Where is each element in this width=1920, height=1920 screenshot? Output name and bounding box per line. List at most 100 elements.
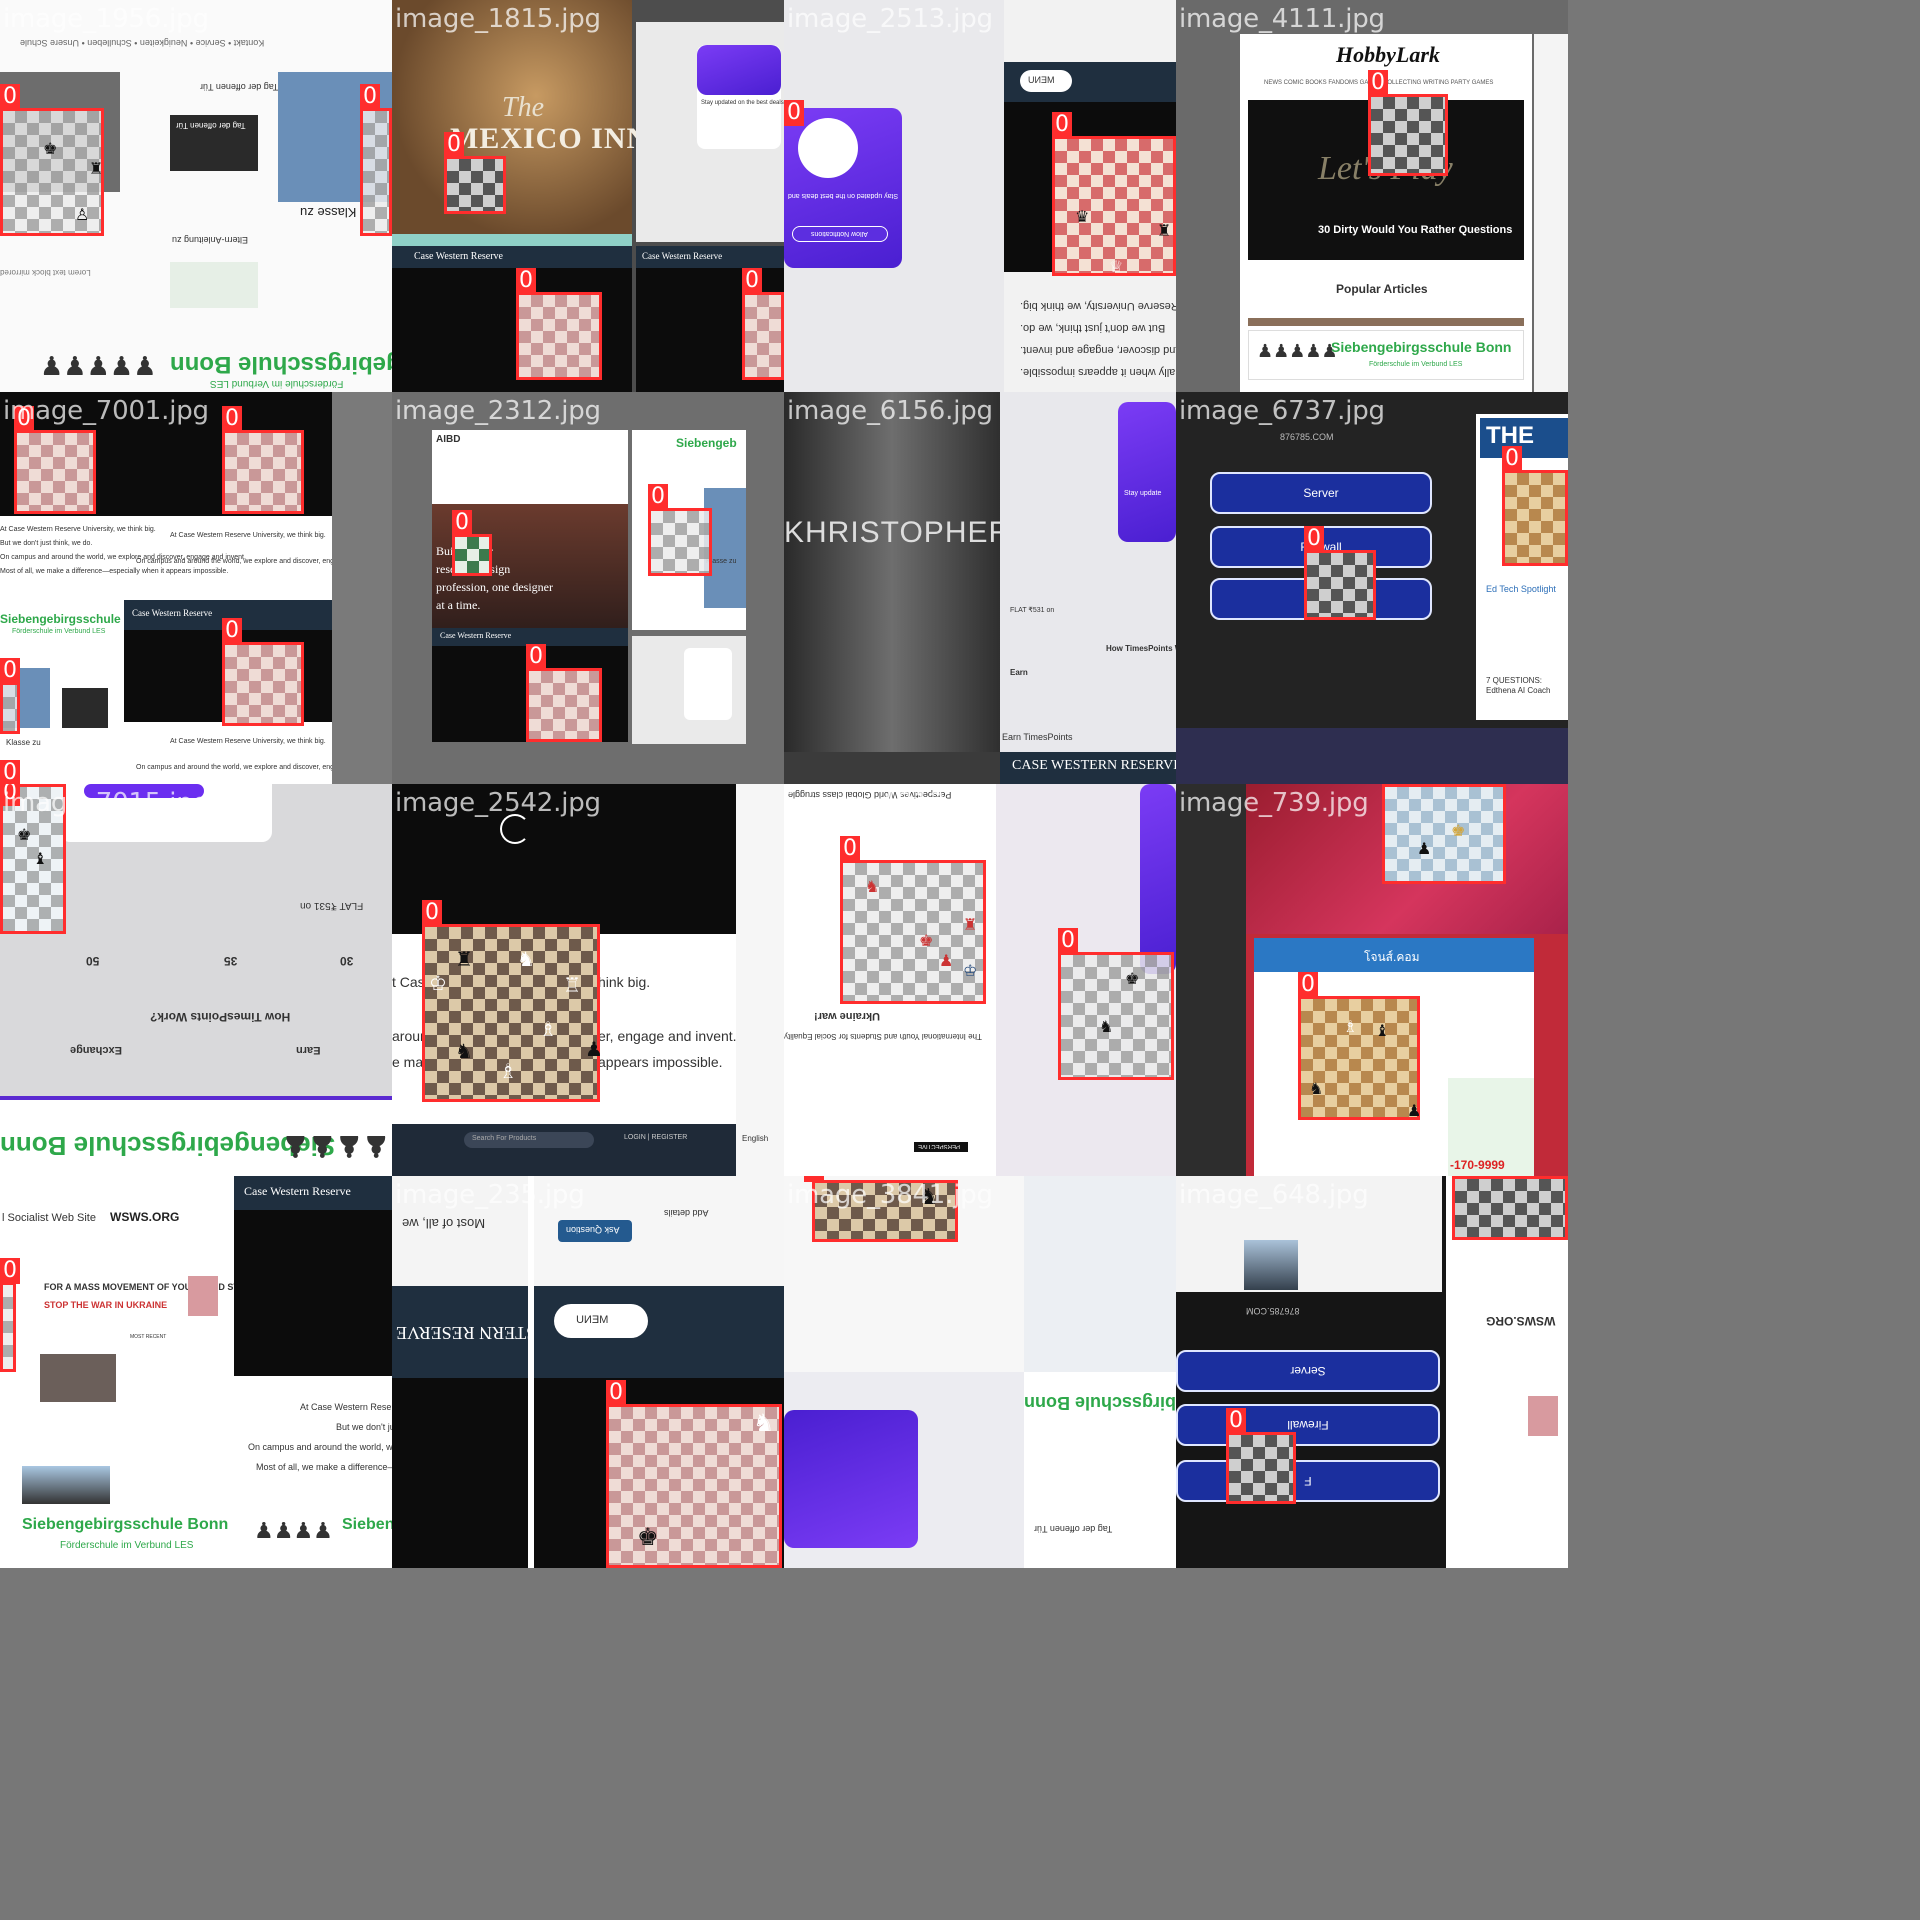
detection-box-chessboard <box>222 430 304 514</box>
notification-popup-purple <box>1140 784 1176 974</box>
detection-label: 0 <box>444 132 464 158</box>
event-heading: Tag der offenen Tür <box>200 82 279 92</box>
tile-filename: image_739.jpg <box>1179 788 1369 818</box>
server-button[interactable]: Server <box>1176 1350 1440 1392</box>
mosaic-tile-9: FLAT ₹531 on 50 35 30 How TimesPoints Wo… <box>0 784 392 1176</box>
figures-icon: ♟♟♟♟ <box>282 1129 390 1162</box>
journal-masthead: THE <box>1480 418 1568 458</box>
detection-box-chessboard <box>1226 1432 1296 1504</box>
popup-message: Stay updated on the best deals and <box>701 100 784 106</box>
figures-icon: ♟♟♟♟ <box>254 1518 333 1543</box>
popup-message-trunc: Stay update <box>1124 490 1162 497</box>
cwr-line-3b: On campus and around the world, we explo… <box>136 558 382 565</box>
cwr-header: CASE WESTERN RESERVE <box>1000 752 1176 784</box>
login-link[interactable]: LOGIN | REGISTER <box>624 1134 688 1141</box>
tile-filename: image_2513.jpg <box>787 4 993 34</box>
detection-label: 0 <box>1368 70 1388 96</box>
cwr-line-3: er, engage and invent. <box>598 1028 737 1044</box>
edtech-sidebar <box>1024 1176 1176 1372</box>
cwr-header: Case Western Reserve <box>392 246 632 268</box>
event-heading: Tag der offenen Tür <box>1034 1524 1113 1534</box>
detection-box-chessboard <box>360 108 392 236</box>
popup-bottom <box>60 784 272 842</box>
open-day-poster <box>62 688 108 728</box>
article-label: 7 QUESTIONS: <box>1486 676 1543 685</box>
popup-message: Stay updated on the best deals and <box>788 192 899 199</box>
points-35: 35 <box>224 954 238 968</box>
detection-box-chessboard: ♚ ♟ <box>1382 784 1506 884</box>
detection-label: 0 <box>222 406 242 432</box>
detection-label: 0 <box>784 100 804 126</box>
cwr-header: Case Western Reserve <box>432 628 628 646</box>
cwr-logo-text: Case Western Reserve <box>244 1184 351 1198</box>
detection-label: 0 <box>0 1258 20 1284</box>
search-input[interactable]: Search For Products <box>464 1132 594 1148</box>
mosaic-tile-13: l Socialist Web Site WSWS.ORG FOR A MASS… <box>0 1176 392 1568</box>
cwr-header: CASE WESTERN RESERVE <box>392 1286 614 1378</box>
deals-searchbar: Search For Products LOGIN | REGISTER <box>392 1124 742 1176</box>
section-heading: How TimesPoints Work? <box>150 1010 291 1024</box>
allow-notifications-button[interactable] <box>84 784 204 798</box>
detection-label: 0 <box>1298 972 1318 998</box>
video-area <box>234 1210 392 1376</box>
detection-box-chessboard <box>648 508 712 576</box>
cwr-text-frag-2: aroun <box>392 1028 428 1044</box>
f-button[interactable]: F <box>1176 1460 1440 1502</box>
mosaic-tile-1: Kontakt • Service • Neuigkeiten • Schull… <box>0 0 392 392</box>
notification-popup-purple <box>784 1410 918 1548</box>
cwr-line-3: On campus and around the world, we explo… <box>1020 344 1176 356</box>
detection-box-chessboard <box>452 534 492 576</box>
detection-label: 0 <box>360 84 380 110</box>
klasse-caption: Klasse zu <box>6 738 41 747</box>
restaurant-the: The <box>502 92 544 123</box>
allow-notifications-button[interactable]: Allow Notifications <box>792 226 888 242</box>
section-heading: Popular Articles <box>1336 282 1428 296</box>
detection-box-chessboard: ♞ ♚ ♟ ♔ ♜ <box>840 860 986 1004</box>
qa-page: Ask Question Add details <box>534 1176 784 1286</box>
language-select[interactable]: English <box>742 1134 769 1143</box>
school-title-trunc: Siebengeb <box>676 436 737 450</box>
tile-filename: image_3841.jpg <box>787 1180 993 1210</box>
cwr-line-1: hink big. <box>598 974 651 990</box>
menu-button[interactable]: MENU <box>554 1304 648 1338</box>
thumb-eltern <box>170 262 258 308</box>
menu-button[interactable]: MENU <box>1020 70 1072 92</box>
cwr-header-2: Case Western Reserve <box>636 246 784 268</box>
ask-question-button[interactable]: Ask Question <box>558 1220 632 1242</box>
open-day-poster: Tag der offenen Tür <box>170 115 258 171</box>
klasse-caption: Klasse zu <box>706 558 737 565</box>
detection-box-chessboard <box>444 156 506 214</box>
detection-box-chessboard: ♛ ♜ ♕ <box>1052 136 1176 276</box>
deals-page: Stay update FLAT ₹531 on How TimesPoints… <box>1000 392 1176 784</box>
article-photo <box>40 1354 116 1402</box>
mosaic-tile-2: The MEXICO INN Case Western Reserve Stay… <box>392 0 784 392</box>
detection-label: 0 <box>840 836 860 862</box>
firewall-button[interactable]: Firewall <box>1176 1404 1440 1446</box>
detection-box-chessboard <box>1452 1176 1568 1240</box>
body-lines: Lorem text block mirrored <box>0 268 91 277</box>
cwr-frag-mirrored: Most of all, we <box>402 1216 486 1231</box>
mosaic-tile-6: AIBD Build better research design profes… <box>392 392 784 784</box>
school-title: Siebengebirgsschule Bonn <box>0 612 155 626</box>
detection-box-chessboard: ♞ <box>812 1180 958 1242</box>
tile-filename: image_4812.jpg <box>787 788 993 818</box>
cwr-line-4: Most of all, we make a difference—especi… <box>1020 366 1176 378</box>
real-estate-ad: -170-9999 <box>1448 1078 1534 1176</box>
detection-box-chessboard <box>1368 94 1448 176</box>
article-subtitle: Edthena AI Coach <box>1486 686 1551 695</box>
cwr-header-2: MENU <box>534 1286 784 1378</box>
site-logo: HobbyLark <box>1336 42 1440 67</box>
thai-site-header: โจนส์.คอม <box>1254 938 1534 972</box>
ad-title: Siebengebirgsschule Bonn <box>1331 339 1512 355</box>
article-body: The International Youth and Students for… <box>784 1032 982 1041</box>
wsws-tagline: l Socialist Web Site <box>2 1212 96 1224</box>
detection-label: 0 <box>606 1380 626 1406</box>
detection-label: 0 <box>526 644 546 670</box>
notification-popup-purple: Stay updated on the best deals and Allow… <box>784 108 902 268</box>
cwr-logo-text: CASE WESTERN RESERVE <box>1012 758 1176 773</box>
server-button[interactable]: Server <box>1210 472 1432 514</box>
detection-box-chessboard <box>516 292 602 380</box>
mosaic-tile-14: Most of all, we Ask Question Add details… <box>392 1176 784 1568</box>
detection-label: 0 <box>0 784 20 806</box>
cwr-line-frag-2: But we don't ju <box>336 1422 392 1432</box>
